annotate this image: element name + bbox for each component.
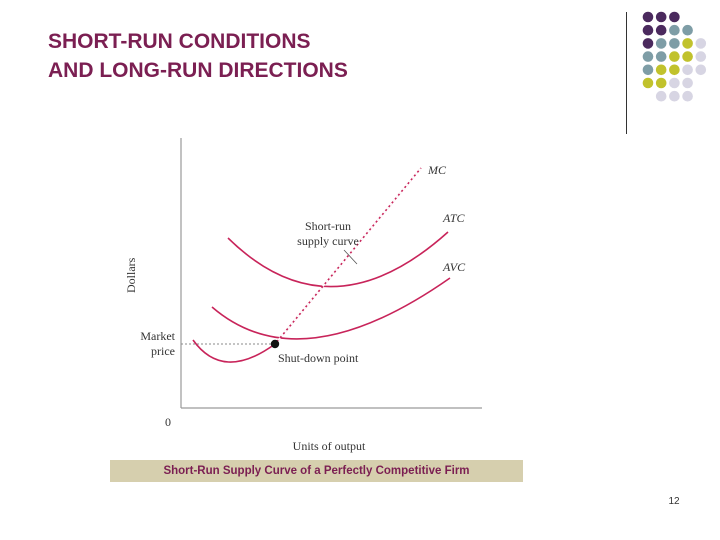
decorative-dot bbox=[655, 38, 667, 49]
decorative-dot bbox=[682, 77, 693, 89]
shut-down-point-label: Shut-down point bbox=[278, 351, 359, 365]
market-price-label-line-1: Market bbox=[140, 329, 175, 343]
short-run-supply-curve bbox=[274, 167, 422, 345]
short-run-supply-label-line-1: Short-run bbox=[305, 219, 351, 233]
short-run-supply-label-line-2: supply curve bbox=[297, 234, 359, 248]
slide-title-line-1: SHORT-RUN CONDITIONS bbox=[48, 30, 311, 53]
decorative-dot bbox=[682, 51, 693, 62]
decorative-dot bbox=[642, 11, 654, 23]
decorative-dot bbox=[655, 64, 667, 76]
decorative-dot bbox=[682, 64, 693, 76]
decorative-dot bbox=[682, 90, 693, 102]
decorative-dot bbox=[642, 77, 654, 89]
avc-curve bbox=[211, 277, 451, 340]
decorative-dot-grid bbox=[642, 11, 707, 102]
x-axis-label: Units of output bbox=[293, 439, 366, 453]
page-number: 12 bbox=[668, 496, 680, 507]
market-price-label-line-2: price bbox=[151, 344, 175, 358]
slide-title-line-2: AND LONG-RUN DIRECTIONS bbox=[48, 59, 348, 82]
figure-caption-text: Short-Run Supply Curve of a Perfectly Co… bbox=[163, 465, 470, 477]
origin-label: 0 bbox=[165, 415, 171, 429]
decorative-dot bbox=[669, 24, 680, 36]
decorative-dot bbox=[682, 38, 693, 49]
decorative-dot bbox=[695, 38, 707, 49]
decorative-dot bbox=[642, 64, 654, 76]
decorative-dot bbox=[669, 64, 680, 76]
decorative-dot bbox=[642, 38, 654, 49]
decorative-dot bbox=[695, 64, 707, 76]
decorative-dot bbox=[669, 38, 680, 49]
decorative-dot bbox=[669, 90, 680, 102]
decorative-dot bbox=[669, 51, 680, 62]
decorative-dot bbox=[642, 24, 654, 36]
supply-curve-pointer bbox=[343, 249, 358, 265]
shut-down-point-marker bbox=[270, 339, 280, 349]
decorative-dot bbox=[642, 51, 654, 62]
decorative-dot bbox=[669, 11, 680, 23]
decorative-dot bbox=[655, 11, 667, 23]
mc-curve-label: MC bbox=[427, 163, 447, 177]
avc-curve-label: AVC bbox=[442, 260, 466, 274]
mc-curve bbox=[192, 167, 422, 363]
decorative-dot bbox=[655, 90, 667, 102]
decorative-dot bbox=[655, 51, 667, 62]
decorative-dot bbox=[655, 77, 667, 89]
decorative-dot bbox=[682, 24, 693, 36]
figure-caption: Short-Run Supply Curve of a Perfectly Co… bbox=[110, 460, 523, 482]
decorative-dot bbox=[655, 24, 667, 36]
y-axis-label: Dollars bbox=[124, 257, 138, 293]
atc-curve-label: ATC bbox=[442, 211, 466, 225]
decorative-dot bbox=[695, 51, 707, 62]
atc-curve bbox=[227, 231, 449, 288]
vertical-divider bbox=[626, 12, 627, 134]
slide-title: SHORT-RUN CONDITIONS AND LONG-RUN DIRECT… bbox=[48, 27, 348, 85]
decorative-dot bbox=[669, 77, 680, 89]
